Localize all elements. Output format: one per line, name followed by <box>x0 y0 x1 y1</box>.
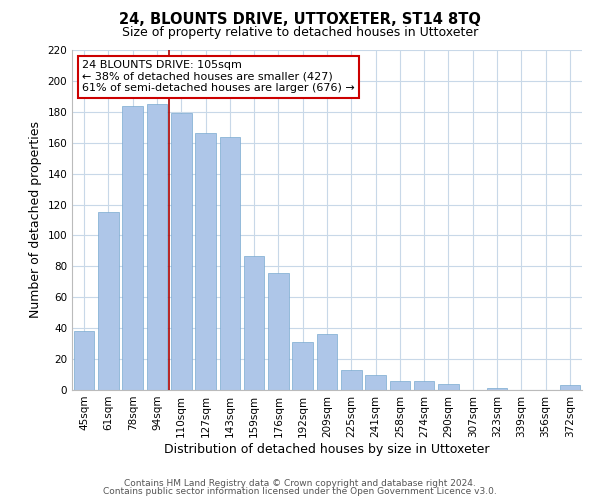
Text: Contains HM Land Registry data © Crown copyright and database right 2024.: Contains HM Land Registry data © Crown c… <box>124 478 476 488</box>
Bar <box>146 104 167 390</box>
Bar <box>220 136 240 390</box>
Bar <box>244 256 265 390</box>
X-axis label: Distribution of detached houses by size in Uttoxeter: Distribution of detached houses by size … <box>164 442 490 456</box>
Text: 24, BLOUNTS DRIVE, UTTOXETER, ST14 8TQ: 24, BLOUNTS DRIVE, UTTOXETER, ST14 8TQ <box>119 12 481 28</box>
Bar <box>317 334 337 390</box>
Bar <box>438 384 459 390</box>
Text: Contains public sector information licensed under the Open Government Licence v3: Contains public sector information licen… <box>103 487 497 496</box>
Bar <box>365 374 386 390</box>
Bar <box>389 380 410 390</box>
Bar <box>414 380 434 390</box>
Bar <box>98 212 119 390</box>
Text: 24 BLOUNTS DRIVE: 105sqm
← 38% of detached houses are smaller (427)
61% of semi-: 24 BLOUNTS DRIVE: 105sqm ← 38% of detach… <box>82 60 355 94</box>
Bar <box>122 106 143 390</box>
Bar <box>195 134 216 390</box>
Bar <box>268 272 289 390</box>
Bar <box>292 342 313 390</box>
Y-axis label: Number of detached properties: Number of detached properties <box>29 122 42 318</box>
Bar <box>341 370 362 390</box>
Text: Size of property relative to detached houses in Uttoxeter: Size of property relative to detached ho… <box>122 26 478 39</box>
Bar <box>74 332 94 390</box>
Bar <box>560 386 580 390</box>
Bar <box>487 388 508 390</box>
Bar <box>171 114 191 390</box>
